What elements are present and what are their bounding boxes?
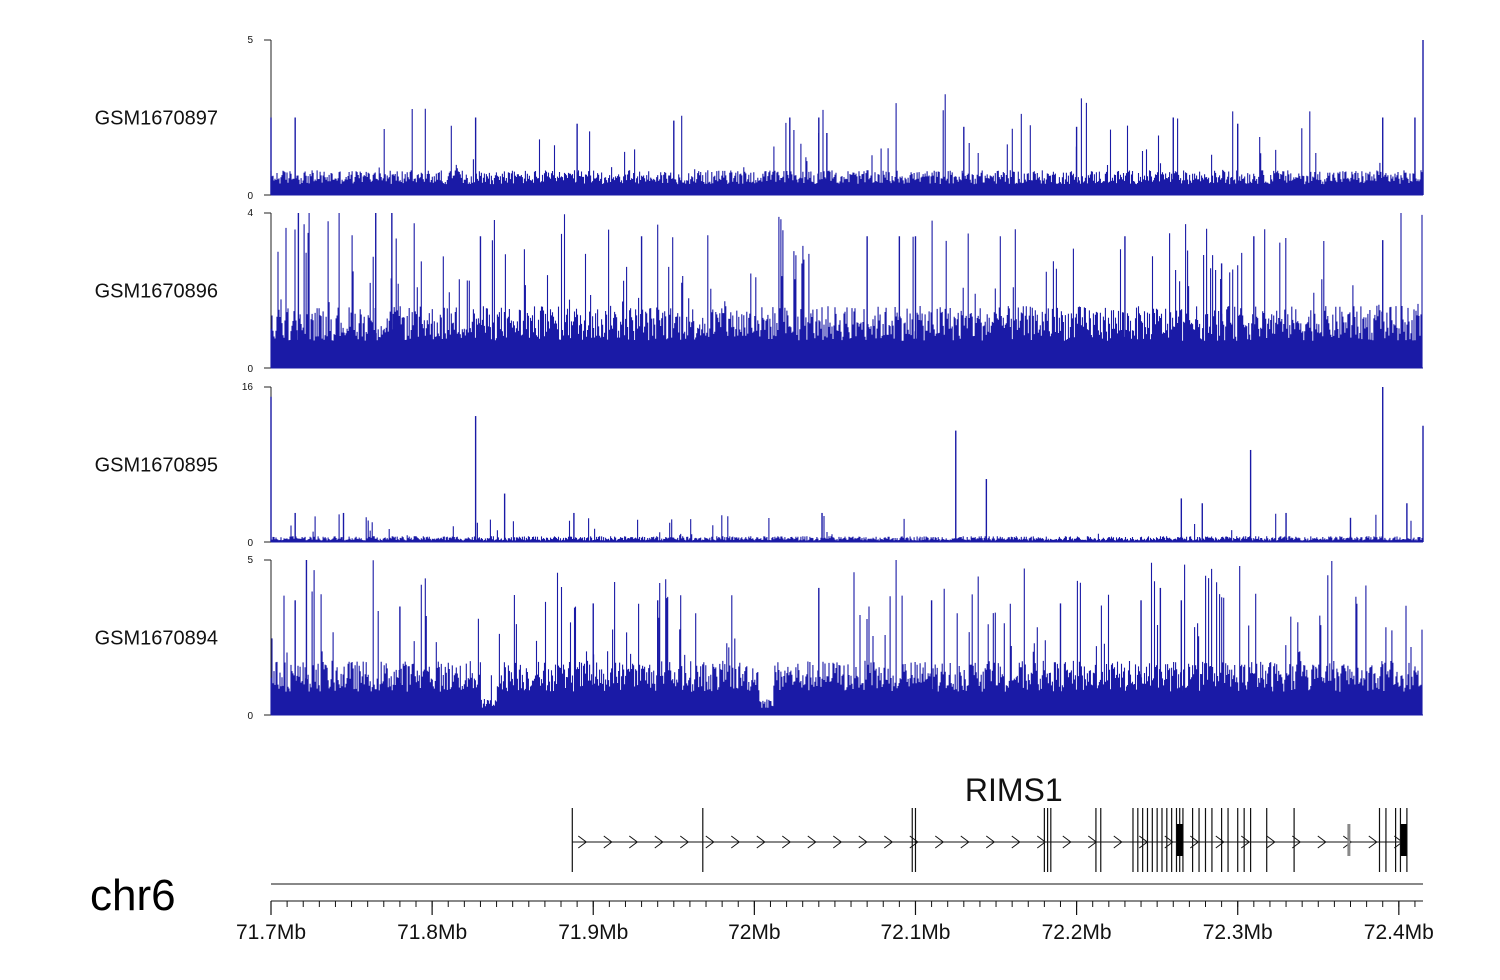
chromosome-label: chr6 [90, 871, 176, 920]
y-tick-label-min: 0 [247, 191, 253, 202]
strand-arrow [679, 835, 690, 849]
strand-arrow [858, 835, 868, 849]
genome-tick-label: 72.4Mb [1364, 921, 1434, 944]
coverage-tracks: GSM167089750GSM167089640GSM1670895160GSM… [95, 35, 1424, 722]
track-GSM1670895: GSM1670895 16 0 [95, 382, 1424, 549]
strand-arrow [603, 835, 613, 849]
y-tick-label-min: 0 [247, 711, 253, 722]
strand-arrow [883, 835, 894, 849]
strand-arrow [654, 835, 664, 849]
strand-arrow [1215, 835, 1225, 849]
strand-arrow [1113, 835, 1123, 849]
genome-tick-label: 72.1Mb [880, 921, 950, 944]
gene-name: RIMS1 [965, 772, 1063, 808]
strand-arrow [1011, 835, 1021, 849]
genome-tick-label: 72.3Mb [1203, 921, 1273, 944]
exon-coding-block [1400, 824, 1407, 856]
genome-axis: chr6 71.7Mb 71.8Mb 71.9Mb 72Mb 72.1Mb 72.2Mb 72… [90, 871, 1434, 944]
strand-arrow [985, 835, 996, 849]
y-tick-label-min: 0 [247, 538, 253, 549]
strand-arrow [1291, 835, 1302, 849]
strand-arrow [756, 835, 766, 849]
strand-arrow [1266, 835, 1276, 849]
y-tick-label-max: 4 [247, 208, 253, 219]
strand-arrow [1342, 835, 1353, 849]
track-label: GSM1670894 [95, 628, 218, 650]
y-tick-label-max: 16 [242, 382, 254, 393]
genome-tick-label: 71.8Mb [397, 921, 467, 944]
genome-tick-label: 71.7Mb [236, 921, 306, 944]
strand-arrow [1036, 835, 1047, 849]
track-GSM1670896: GSM1670896 4 0 [95, 208, 1423, 375]
strand-arrow [705, 835, 715, 849]
strand-arrow [781, 835, 792, 849]
genome-tick-label: 71.9Mb [558, 921, 628, 944]
strand-arrow [934, 835, 945, 849]
strand-arrow [730, 835, 741, 849]
coverage-signal [270, 560, 1423, 715]
genome-tick-label: 72Mb [728, 921, 781, 944]
gene-track: RIMS1 [571, 772, 1408, 872]
strand-arrow [832, 835, 843, 849]
track-label: GSM1670896 [95, 281, 218, 303]
strand-arrow [807, 835, 817, 849]
strand-arrow [577, 835, 588, 849]
coverage-signal [270, 513, 1423, 542]
coverage-signal [270, 213, 1423, 368]
track-GSM1670897: GSM1670897 5 0 [95, 35, 1424, 202]
coverage-signal [270, 94, 1423, 195]
track-GSM1670894: GSM1670894 5 0 [95, 555, 1423, 722]
genome-tick-label: 72.2Mb [1042, 921, 1112, 944]
y-tick-label-max: 5 [247, 35, 253, 46]
strand-arrow [628, 835, 639, 849]
strand-arrow [1164, 835, 1174, 849]
strand-arrow [960, 835, 970, 849]
strand-arrow [1368, 835, 1378, 849]
track-label: GSM1670895 [95, 455, 218, 477]
track-label: GSM1670897 [95, 108, 218, 130]
exon-coding-block [1176, 824, 1183, 856]
y-tick-label-max: 5 [247, 555, 253, 566]
strand-arrow [1062, 835, 1072, 849]
y-tick-label-min: 0 [247, 364, 253, 375]
strand-arrow [1317, 835, 1327, 849]
